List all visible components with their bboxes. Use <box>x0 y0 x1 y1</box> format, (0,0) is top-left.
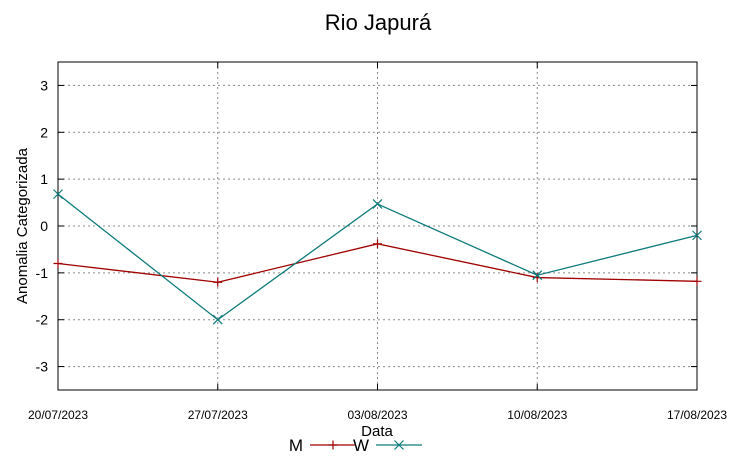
data-point-W <box>532 270 543 281</box>
y-tick-label: 1 <box>40 171 48 187</box>
series-W <box>53 189 702 325</box>
x-tick-label: 10/08/2023 <box>507 408 567 422</box>
legend-marker-M <box>328 440 338 450</box>
x-axis-label: Data <box>361 423 393 440</box>
x-tick-label: 03/08/2023 <box>347 408 407 422</box>
data-point-M <box>53 258 63 268</box>
legend-label-M: M <box>289 436 303 455</box>
data-point-W <box>692 230 702 241</box>
x-axis-ticks: 20/07/2023 27/07/2023 03/08/2023 10/08/2023… <box>28 62 727 422</box>
legend-label-W: W <box>353 436 369 455</box>
y-tick-label: -2 <box>36 312 49 328</box>
x-tick-label: 20/07/2023 <box>28 408 88 422</box>
data-point-W <box>53 189 63 200</box>
legend-marker-W <box>394 440 404 450</box>
y-tick-label: 3 <box>40 77 48 93</box>
chart-title: Rio Japurá <box>325 10 432 35</box>
data-point-W <box>372 199 383 209</box>
y-axis-label: Anomalia Categorizada <box>14 147 31 304</box>
y-tick-label: 0 <box>40 218 48 234</box>
y-axis-ticks: 3 2 1 0 -1 -2 -3 <box>36 77 697 375</box>
gridlines <box>58 62 697 390</box>
y-tick-label: 2 <box>40 124 48 140</box>
data-point-M <box>213 277 223 287</box>
series-group <box>53 189 702 325</box>
x-tick-label: 27/07/2023 <box>188 408 248 422</box>
x-tick-label: 17/08/2023 <box>667 408 727 422</box>
data-point-W <box>212 314 223 325</box>
y-tick-label: -3 <box>36 359 49 375</box>
data-point-M <box>373 239 382 249</box>
data-point-M <box>692 276 702 286</box>
y-tick-label: -1 <box>36 265 49 281</box>
